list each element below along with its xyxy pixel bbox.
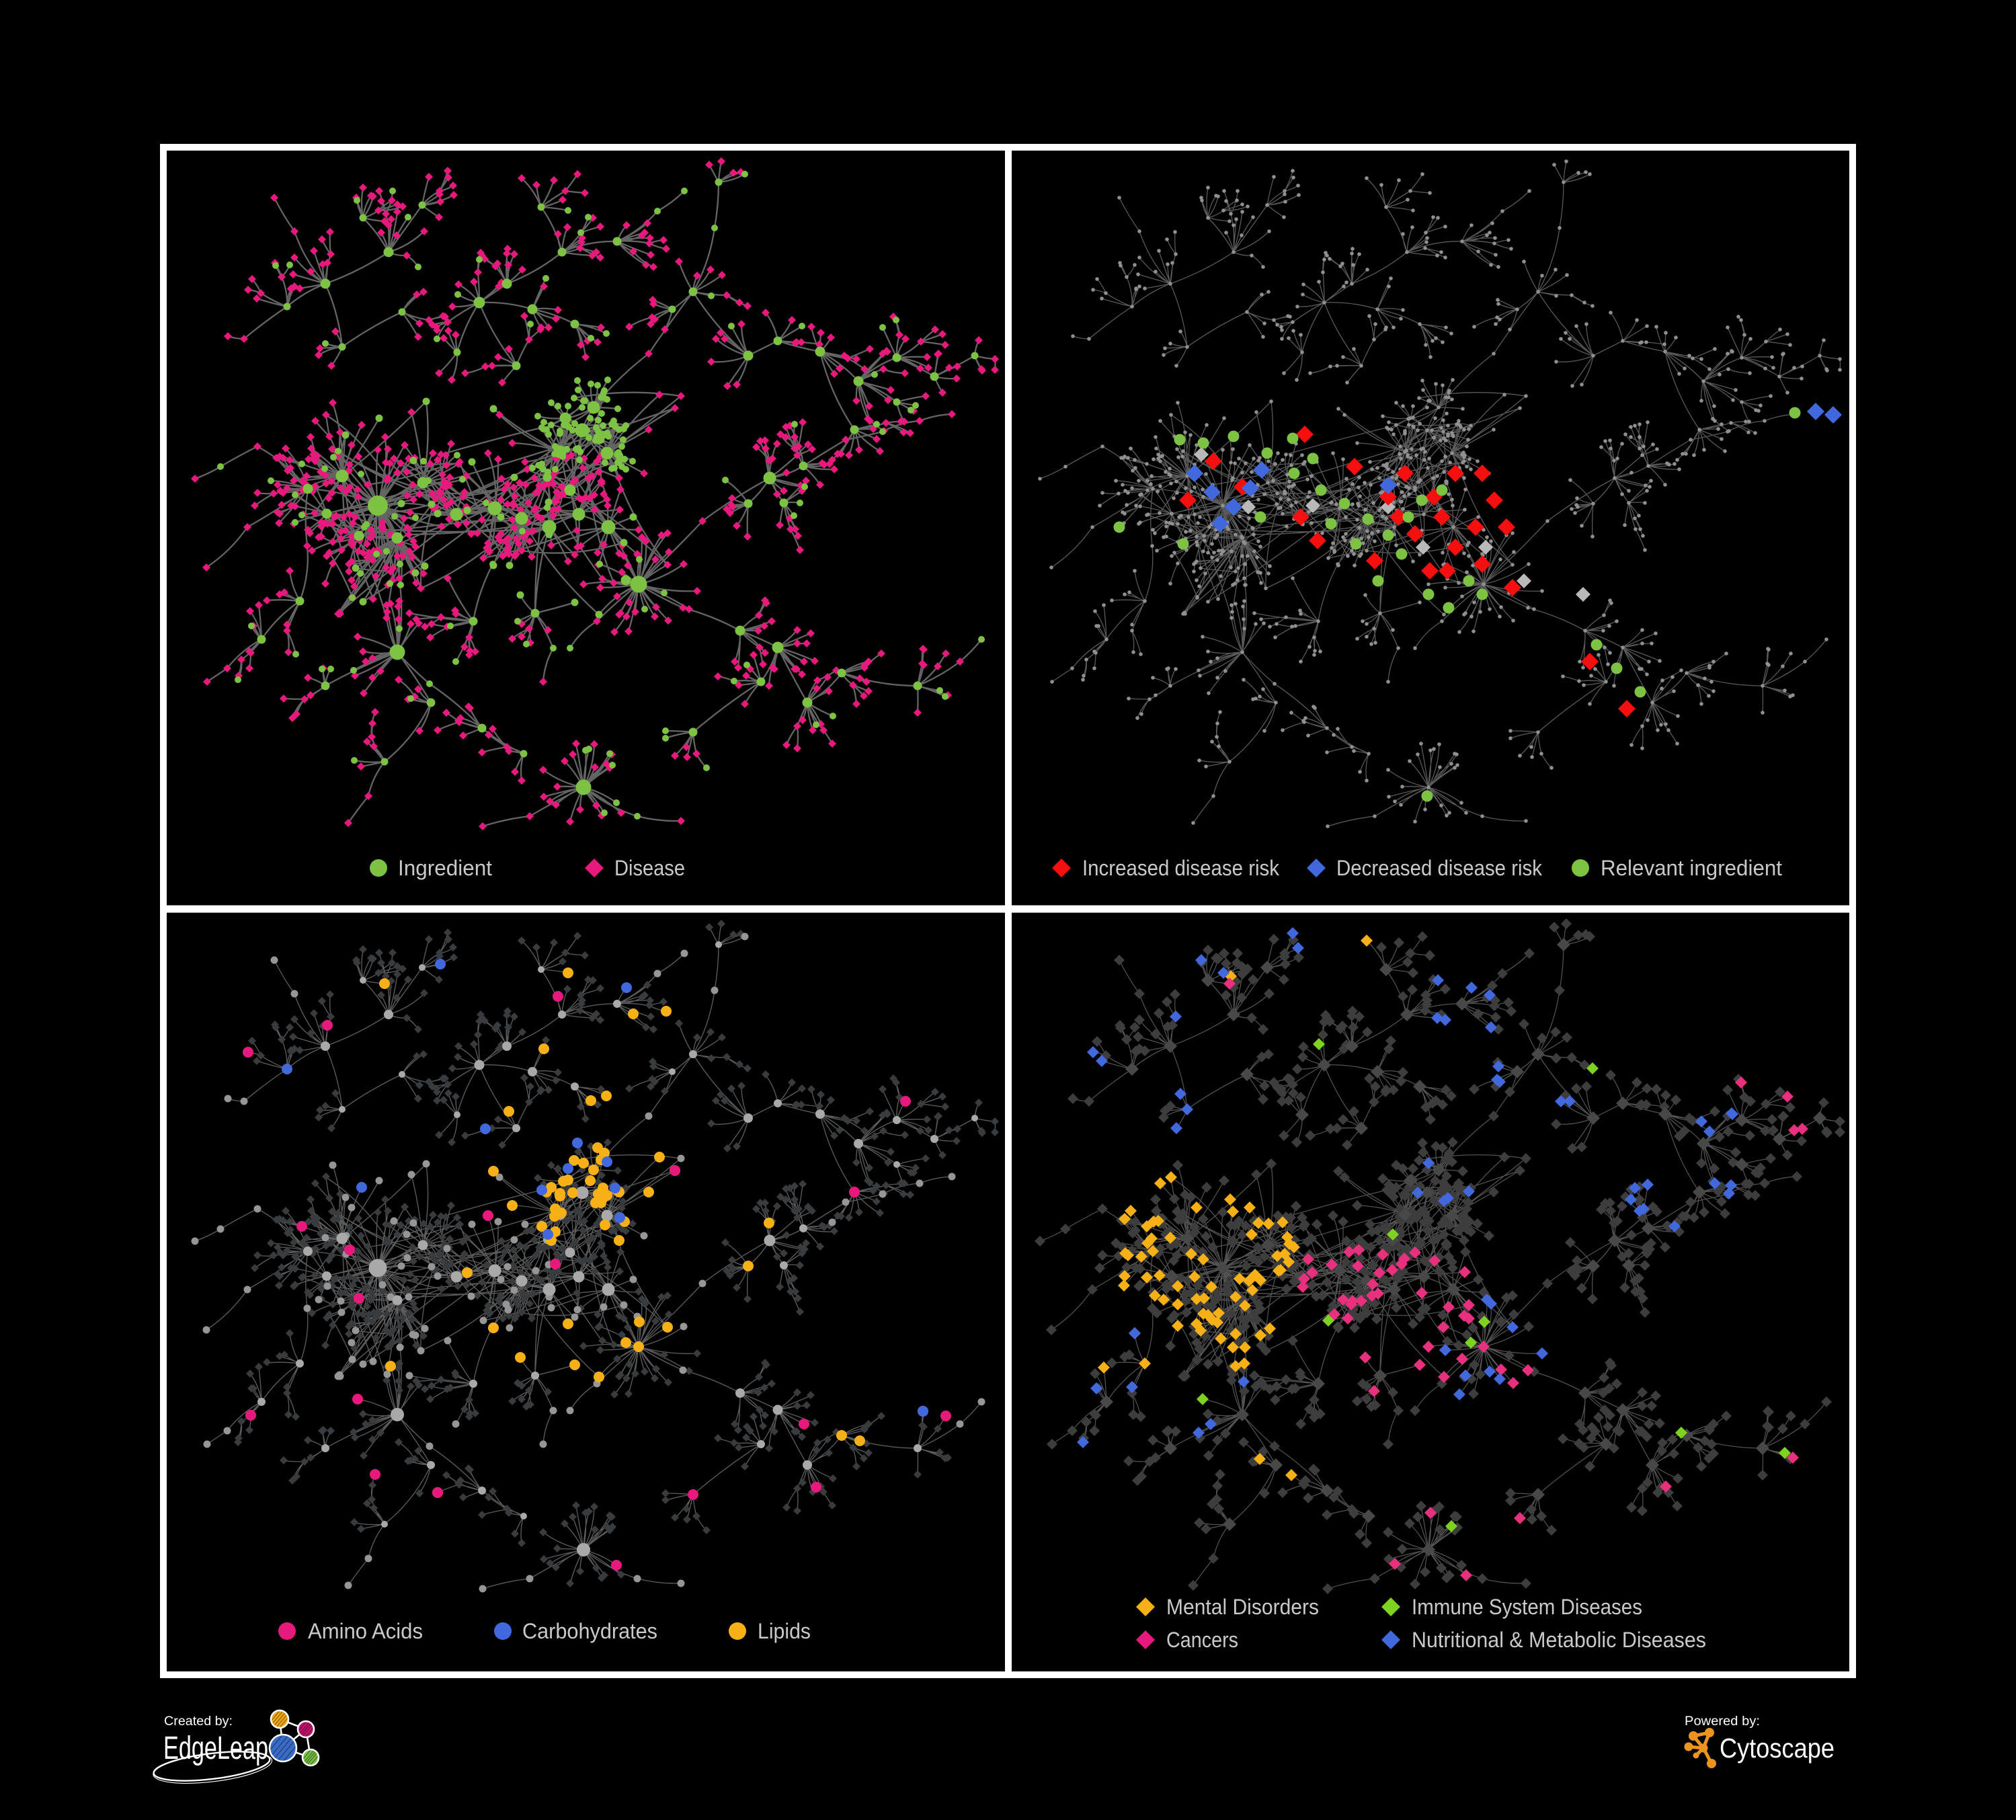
svg-text:Powered by:: Powered by: — [1685, 1714, 1760, 1729]
svg-text:Decreased disease risk: Decreased disease risk — [1336, 856, 1543, 880]
svg-text:Ingredient: Ingredient — [398, 856, 492, 880]
svg-text:Disease: Disease — [614, 856, 685, 880]
svg-text:Created by:: Created by: — [164, 1714, 233, 1729]
svg-text:EdgeLeap: EdgeLeap — [163, 1731, 268, 1766]
svg-text:Lipids: Lipids — [758, 1619, 811, 1643]
svg-text:Nutritional & Metabolic Diseas: Nutritional & Metabolic Diseases — [1412, 1628, 1706, 1652]
svg-text:Relevant ingredient: Relevant ingredient — [1601, 856, 1782, 880]
svg-text:Amino Acids: Amino Acids — [308, 1619, 423, 1643]
svg-text:Immune System Diseases: Immune System Diseases — [1412, 1595, 1642, 1619]
svg-text:Mental Disorders: Mental Disorders — [1166, 1595, 1319, 1619]
svg-text:Cancers: Cancers — [1166, 1628, 1238, 1652]
svg-text:Cytoscape: Cytoscape — [1720, 1733, 1834, 1764]
svg-text:Increased disease risk: Increased disease risk — [1082, 856, 1280, 880]
svg-text:Carbohydrates: Carbohydrates — [522, 1619, 657, 1643]
